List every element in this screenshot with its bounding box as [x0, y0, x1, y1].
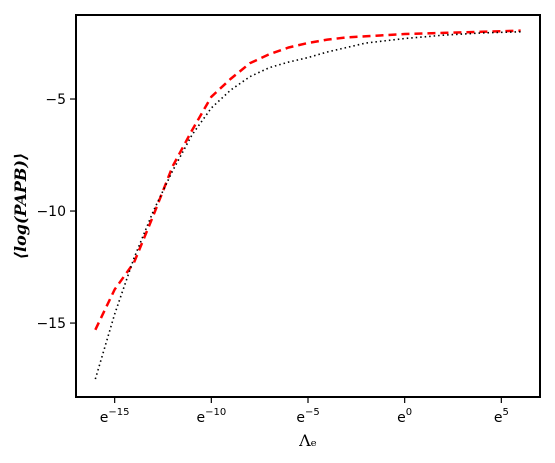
x-tick-label: e−15 — [100, 407, 130, 426]
x-tick-base: e — [100, 410, 109, 426]
x-tick-label: e5 — [494, 407, 509, 426]
x-tick-exponent: −15 — [108, 407, 129, 418]
plot-frame — [75, 14, 541, 398]
x-tick-exponent: 0 — [406, 407, 412, 418]
series-line — [94, 31, 521, 380]
x-tick-exponent: −10 — [205, 407, 226, 418]
x-tick-base: e — [397, 410, 406, 426]
x-tick-label: e0 — [397, 407, 412, 426]
y-tick-label: −15 — [36, 316, 66, 332]
x-tick-base: e — [196, 410, 205, 426]
y-tick-label: −10 — [36, 204, 66, 220]
x-axis-label: Λₑ — [298, 431, 317, 450]
x-tick-exponent: 5 — [502, 407, 508, 418]
x-tick-label: e−10 — [196, 407, 226, 426]
x-tick-base: e — [296, 410, 305, 426]
x-tick-label: e−5 — [296, 407, 319, 426]
x-tick-base: e — [494, 410, 503, 426]
y-tick-label: −5 — [45, 92, 66, 108]
series-line — [94, 29, 521, 331]
y-axis-label: ⟨log(PAPB)⟩ — [11, 153, 30, 260]
x-tick-exponent: −5 — [305, 407, 320, 418]
